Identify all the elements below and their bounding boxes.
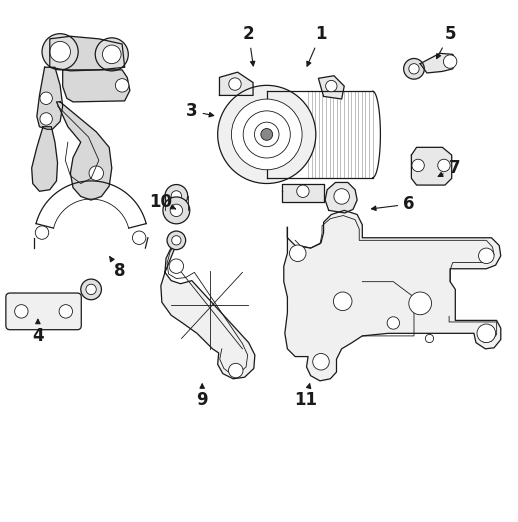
Circle shape [254, 122, 279, 147]
Circle shape [334, 188, 350, 204]
Circle shape [169, 259, 183, 274]
Circle shape [95, 38, 128, 71]
Circle shape [59, 305, 73, 318]
Polygon shape [50, 36, 125, 71]
Circle shape [165, 185, 188, 207]
Circle shape [171, 191, 181, 201]
Polygon shape [63, 70, 130, 102]
Circle shape [40, 92, 52, 104]
Circle shape [290, 245, 306, 262]
Polygon shape [56, 102, 112, 200]
Circle shape [477, 324, 496, 342]
Circle shape [228, 363, 243, 378]
Circle shape [232, 99, 302, 170]
Circle shape [326, 80, 337, 92]
Circle shape [42, 34, 78, 70]
Circle shape [50, 41, 70, 62]
Text: 1: 1 [307, 25, 327, 66]
Circle shape [163, 197, 190, 224]
Circle shape [409, 64, 419, 74]
Text: 7: 7 [438, 159, 460, 177]
Polygon shape [32, 127, 57, 191]
Polygon shape [220, 72, 253, 96]
Circle shape [387, 317, 399, 329]
Circle shape [261, 128, 272, 140]
Circle shape [167, 231, 185, 250]
Circle shape [81, 279, 102, 300]
Circle shape [170, 204, 182, 217]
Text: 9: 9 [196, 384, 208, 409]
Polygon shape [411, 147, 452, 185]
Circle shape [479, 248, 494, 264]
Circle shape [103, 45, 121, 64]
Circle shape [35, 226, 49, 239]
Text: 10: 10 [149, 193, 176, 210]
Circle shape [15, 305, 28, 318]
Circle shape [84, 283, 98, 296]
Polygon shape [37, 67, 63, 129]
Circle shape [438, 159, 450, 172]
Polygon shape [284, 210, 501, 381]
Polygon shape [420, 53, 456, 73]
Circle shape [40, 113, 52, 125]
Text: 8: 8 [110, 257, 125, 280]
Circle shape [243, 111, 290, 158]
Text: 5: 5 [437, 25, 456, 58]
Text: 6: 6 [371, 195, 414, 213]
Circle shape [409, 292, 431, 315]
Polygon shape [319, 76, 344, 99]
Text: 11: 11 [294, 384, 317, 409]
Circle shape [116, 79, 129, 92]
Text: 4: 4 [32, 319, 44, 345]
Circle shape [218, 86, 316, 184]
Circle shape [443, 55, 457, 68]
Polygon shape [161, 238, 255, 379]
Text: 2: 2 [243, 25, 255, 66]
Circle shape [297, 185, 309, 197]
Circle shape [334, 292, 352, 311]
Text: 3: 3 [186, 102, 214, 120]
Circle shape [313, 353, 329, 370]
Circle shape [412, 159, 424, 172]
Circle shape [404, 58, 424, 79]
Circle shape [86, 284, 96, 294]
Circle shape [133, 231, 146, 244]
Circle shape [229, 78, 241, 90]
Circle shape [89, 166, 104, 181]
Circle shape [171, 236, 181, 245]
FancyBboxPatch shape [6, 293, 81, 330]
Circle shape [425, 335, 434, 342]
Polygon shape [325, 183, 357, 213]
Polygon shape [282, 184, 324, 201]
